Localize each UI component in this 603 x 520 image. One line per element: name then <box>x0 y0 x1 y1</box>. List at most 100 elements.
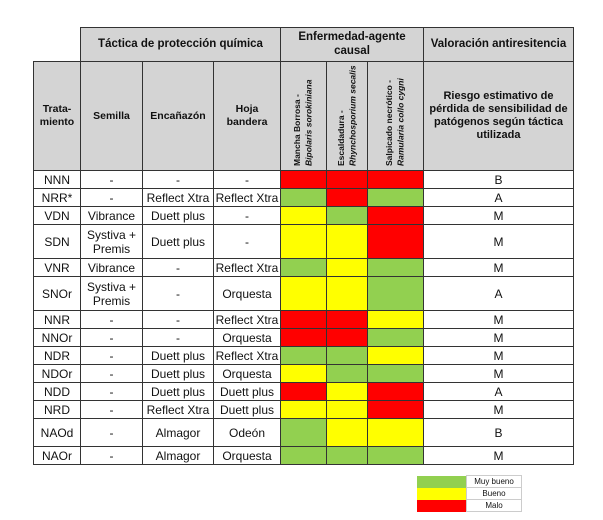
risk-cell: A <box>423 188 574 207</box>
treatment-cell: NDR <box>33 346 81 365</box>
cane-cell: Duett plus <box>142 382 214 401</box>
col-seed-header: Semilla <box>80 61 143 171</box>
treatment-cell: SNOr <box>33 276 81 311</box>
treatment-cell: NAOr <box>33 446 81 465</box>
disease-3-rating-muy-bueno <box>367 276 424 311</box>
disease-3-rating-malo <box>367 206 424 225</box>
seed-cell: - <box>80 400 143 419</box>
flag-leaf-cell: - <box>213 170 281 189</box>
legend-swatch <box>417 499 467 512</box>
group-valuation-header: Valoración antiresitencia <box>423 27 574 62</box>
disease-1-rating-muy-bueno <box>280 258 327 277</box>
treatment-cell: NRD <box>33 400 81 419</box>
seed-cell: Vibrance <box>80 206 143 225</box>
disease-1-agent: Bipolaris sorokiniana <box>303 79 314 167</box>
disease-2-rating-malo <box>326 188 368 207</box>
disease-3-rating-muy-bueno <box>367 258 424 277</box>
table-row: NRR* - Reflect Xtra Reflect Xtra A <box>33 188 574 207</box>
risk-cell: M <box>423 446 574 465</box>
seed-cell: - <box>80 382 143 401</box>
risk-cell: M <box>423 364 574 383</box>
legend-swatch <box>417 475 467 488</box>
treatment-cell: VNR <box>33 258 81 277</box>
treatment-cell: NNOr <box>33 328 81 347</box>
cane-cell: Duett plus <box>142 206 214 225</box>
cane-cell: Almagor <box>142 418 214 447</box>
risk-cell: M <box>423 400 574 419</box>
table-row: NNN - - - B <box>33 170 574 189</box>
disease-2-rating-malo <box>326 310 368 329</box>
risk-cell: B <box>423 170 574 189</box>
seed-cell: - <box>80 446 143 465</box>
legend: Muy bueno Bueno Malo <box>417 475 522 512</box>
col-cane-header: Encañazón <box>142 61 214 171</box>
cane-cell: - <box>142 310 214 329</box>
table-row: NNOr - - Orquesta M <box>33 328 574 347</box>
group-disease-header: Enfermedad-agente causal <box>280 27 424 62</box>
disease-3-rating-muy-bueno <box>367 364 424 383</box>
disease-1-rating-malo <box>280 328 327 347</box>
seed-cell: - <box>80 328 143 347</box>
cane-cell: Duett plus <box>142 224 214 259</box>
disease-3-rating-bueno <box>367 346 424 365</box>
disease-1-rating-bueno <box>280 206 327 225</box>
table-row: NDD - Duett plus Duett plus A <box>33 382 574 401</box>
disease-3-rating-malo <box>367 224 424 259</box>
disease-2-agent: Rhynchosporium secalis <box>347 65 357 167</box>
cane-cell: Almagor <box>142 446 214 465</box>
disease-1-rating-muy-bueno <box>280 346 327 365</box>
disease-2-rating-malo <box>326 328 368 347</box>
risk-cell: M <box>423 224 574 259</box>
treatment-cell: NAOd <box>33 418 81 447</box>
disease-1-rating-bueno <box>280 224 327 259</box>
disease-2-rating-malo <box>326 170 368 189</box>
cane-cell: Duett plus <box>142 364 214 383</box>
table-row: VNR Vibrance - Reflect Xtra M <box>33 258 574 277</box>
legend-label: Bueno <box>466 487 522 500</box>
disease-2-rating-bueno <box>326 418 368 447</box>
seed-cell: - <box>80 310 143 329</box>
treatment-cell: NNR <box>33 310 81 329</box>
disease-3-rating-bueno <box>367 418 424 447</box>
disease-2-rating-bueno <box>326 258 368 277</box>
disease-2-rating-bueno <box>326 276 368 311</box>
risk-cell: M <box>423 328 574 347</box>
disease-2-rating-muy-bueno <box>326 206 368 225</box>
table-row: SDN Systiva + Premis Duett plus - M <box>33 224 574 259</box>
disease-1-rating-muy-bueno <box>280 446 327 465</box>
flag-leaf-cell: Orquesta <box>213 328 281 347</box>
disease-3-rating-muy-bueno <box>367 188 424 207</box>
disease-1-rating-bueno <box>280 364 327 383</box>
seed-cell: - <box>80 170 143 189</box>
legend-item: Muy bueno <box>417 475 522 488</box>
legend-item: Malo <box>417 499 522 512</box>
flag-leaf-cell: Reflect Xtra <box>213 258 281 277</box>
disease-2-rating-bueno <box>326 224 368 259</box>
cane-cell: Reflect Xtra <box>142 400 214 419</box>
disease-3-name: Salpicado necrótico - <box>384 80 395 167</box>
flag-leaf-cell: Duett plus <box>213 400 281 419</box>
col-treatment-header: Trata-miento <box>33 61 81 171</box>
risk-cell: M <box>423 206 574 225</box>
risk-cell: A <box>423 382 574 401</box>
antiresistance-table: Táctica de protección química Enfermedad… <box>33 27 574 465</box>
table-row: NAOr - Almagor Orquesta M <box>33 446 574 465</box>
flag-leaf-cell: Duett plus <box>213 382 281 401</box>
disease-1-rating-malo <box>280 170 327 189</box>
treatment-cell: NRR* <box>33 188 81 207</box>
empty-corner <box>33 27 81 62</box>
disease-3-agent: Ramularia collo cygni <box>395 78 406 167</box>
cane-cell: - <box>142 276 214 311</box>
col-risk-header: Riesgo estimativo de pérdida de sensibil… <box>423 61 574 171</box>
risk-cell: B <box>423 418 574 447</box>
disease-3-rating-muy-bueno <box>367 446 424 465</box>
disease-1-rating-bueno <box>280 400 327 419</box>
cane-cell: Reflect Xtra <box>142 188 214 207</box>
col-disease-1-header: Mancha Borrosa - Bipolaris sorokiniana <box>280 61 327 171</box>
table-body: NNN - - - B NRR* - Reflect Xtra Reflect Xtra A VDN… <box>33 170 574 465</box>
group-tactic-header: Táctica de protección química <box>80 27 281 62</box>
disease-2-name: Escaldadura - <box>335 110 346 167</box>
cane-cell: - <box>142 328 214 347</box>
disease-1-rating-muy-bueno <box>280 418 327 447</box>
seed-cell: - <box>80 346 143 365</box>
